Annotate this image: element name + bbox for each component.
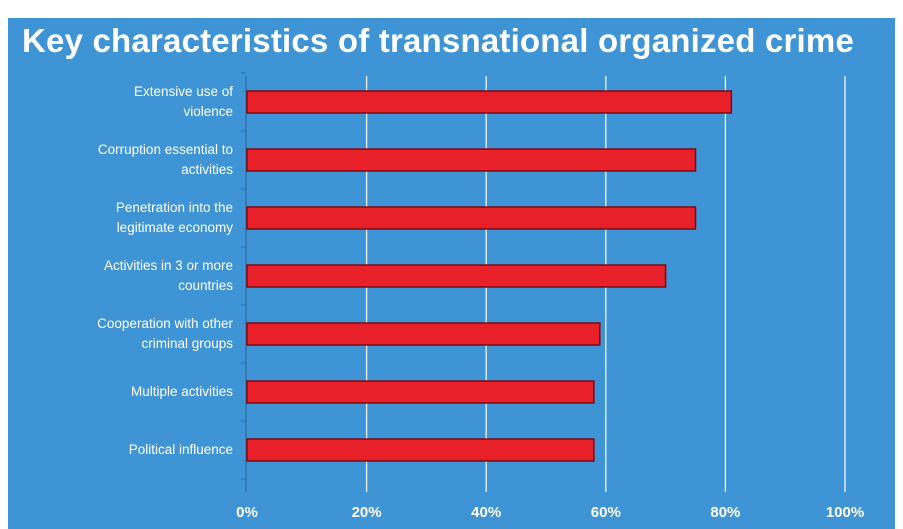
category-label-line: Corruption essential to bbox=[97, 142, 233, 157]
category-label: Corruption essential to activities bbox=[25, 140, 233, 180]
category-label-line: Political influence bbox=[128, 442, 233, 457]
bar bbox=[246, 148, 697, 172]
x-tick-label: 60% bbox=[590, 504, 621, 521]
x-tick-label: 100% bbox=[825, 504, 865, 521]
category-label: Penetration into the legitimate economy bbox=[25, 198, 233, 238]
x-tick-label: 20% bbox=[351, 504, 382, 521]
category-label: Cooperation with other criminal groups bbox=[25, 314, 233, 354]
x-tick-label: 80% bbox=[710, 504, 741, 521]
x-tick-label: 0% bbox=[236, 504, 258, 521]
category-label-line: Cooperation with other bbox=[97, 316, 233, 331]
category-label-line: violence bbox=[183, 104, 233, 119]
bar bbox=[246, 206, 697, 230]
bar bbox=[246, 322, 601, 346]
bar bbox=[246, 380, 595, 404]
category-label: Multiple activities bbox=[25, 382, 233, 402]
chart-title: Key characteristics of transnational org… bbox=[22, 22, 855, 59]
category-label-line: activities bbox=[181, 162, 233, 177]
category-label-line: criminal groups bbox=[141, 336, 233, 351]
category-label: Activities in 3 or more countries bbox=[25, 256, 233, 296]
x-tick-label: 40% bbox=[471, 504, 502, 521]
category-label-line: Extensive use of bbox=[133, 84, 233, 99]
bar bbox=[246, 438, 595, 462]
bar bbox=[246, 90, 733, 114]
category-label: Extensive use of violence bbox=[25, 82, 233, 122]
category-label-line: legitimate economy bbox=[116, 220, 233, 235]
category-label-line: Multiple activities bbox=[130, 384, 233, 399]
category-label-line: countries bbox=[178, 278, 233, 293]
category-label-line: Activities in 3 or more bbox=[103, 258, 233, 273]
bar bbox=[246, 264, 667, 288]
category-label: Political influence bbox=[25, 440, 233, 460]
category-label-line: Penetration into the bbox=[115, 200, 233, 215]
